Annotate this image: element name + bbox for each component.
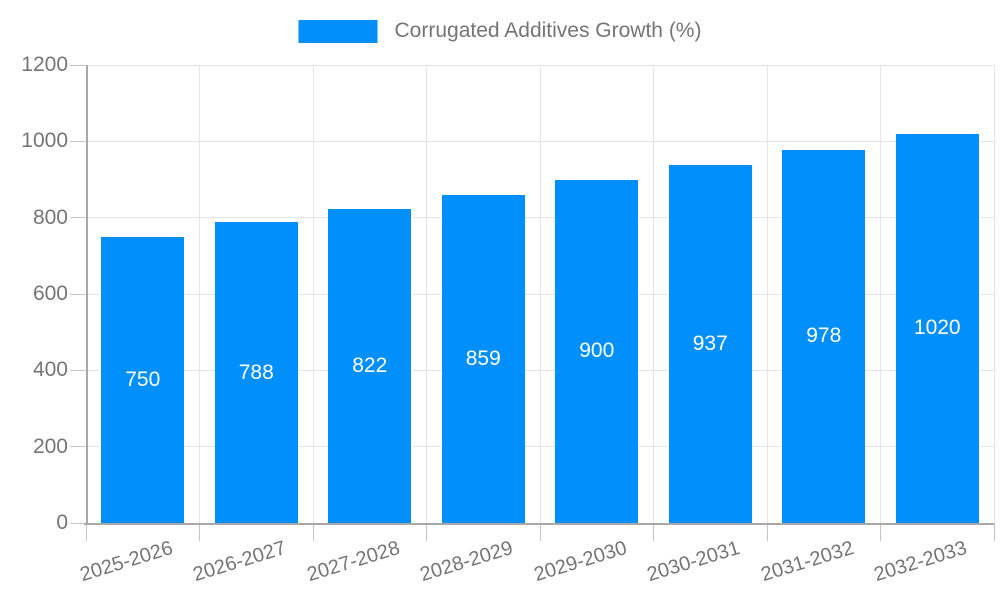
- bar-value-label: 788: [238, 360, 274, 384]
- y-tick-label: 200: [32, 434, 68, 458]
- y-tick-mark: [70, 522, 86, 524]
- x-gridline: [880, 65, 881, 523]
- x-tick-mark: [85, 523, 87, 541]
- x-gridline: [993, 65, 995, 523]
- x-tick-mark: [766, 523, 768, 541]
- bar-value-label: 937: [692, 332, 728, 356]
- y-tick-label: 0: [56, 511, 68, 534]
- x-tick-mark: [312, 523, 314, 541]
- bar-value-label: 978: [806, 324, 842, 348]
- legend-swatch[interactable]: [298, 19, 378, 43]
- x-tick-mark: [199, 523, 200, 541]
- x-gridline: [426, 65, 427, 523]
- x-tick-mark: [653, 523, 654, 541]
- x-gridline: [312, 65, 314, 523]
- y-axis-line: [86, 65, 88, 523]
- x-tick-mark: [880, 523, 881, 541]
- legend-label[interactable]: Corrugated Additives Growth (%): [394, 19, 702, 42]
- bar[interactable]: [328, 209, 412, 523]
- plot-area: 750 788 822 859 900 937 978 1020: [70, 64, 995, 541]
- bar[interactable]: [895, 133, 979, 523]
- y-tick-label: 400: [32, 358, 68, 382]
- bar-value-label: 859: [465, 347, 501, 371]
- y-tick-label: 600: [32, 282, 68, 305]
- y-tick-mark: [70, 369, 86, 371]
- bar[interactable]: [668, 165, 752, 523]
- bar-value-label: 822: [352, 354, 388, 378]
- y-tick-mark: [70, 446, 86, 448]
- bar[interactable]: [214, 222, 298, 523]
- y-tick-mark: [70, 64, 86, 66]
- bar-value-label: 1020: [913, 316, 961, 340]
- bar-value-label: 900: [579, 339, 615, 363]
- x-tick-mark: [993, 523, 995, 541]
- y-tick-label: 800: [32, 205, 68, 229]
- x-tick-mark: [539, 523, 541, 541]
- x-gridline: [653, 65, 654, 523]
- bar-value-label: 750: [125, 367, 161, 391]
- y-tick-label: 1000: [21, 129, 68, 153]
- x-axis-line: [84, 523, 994, 525]
- bar[interactable]: [101, 236, 185, 523]
- y-tick-mark: [70, 293, 86, 295]
- legend[interactable]: Corrugated Additives Growth (%): [298, 19, 702, 43]
- x-tick-mark: [426, 523, 427, 541]
- bar[interactable]: [441, 195, 525, 523]
- bar[interactable]: [555, 179, 639, 523]
- y-tick-label: 1200: [21, 53, 68, 76]
- bar[interactable]: [782, 149, 866, 523]
- y-tick-mark: [70, 217, 86, 219]
- y-tick-mark: [70, 140, 86, 142]
- x-gridline: [766, 65, 768, 523]
- x-gridline: [539, 65, 541, 523]
- x-gridline: [199, 65, 200, 523]
